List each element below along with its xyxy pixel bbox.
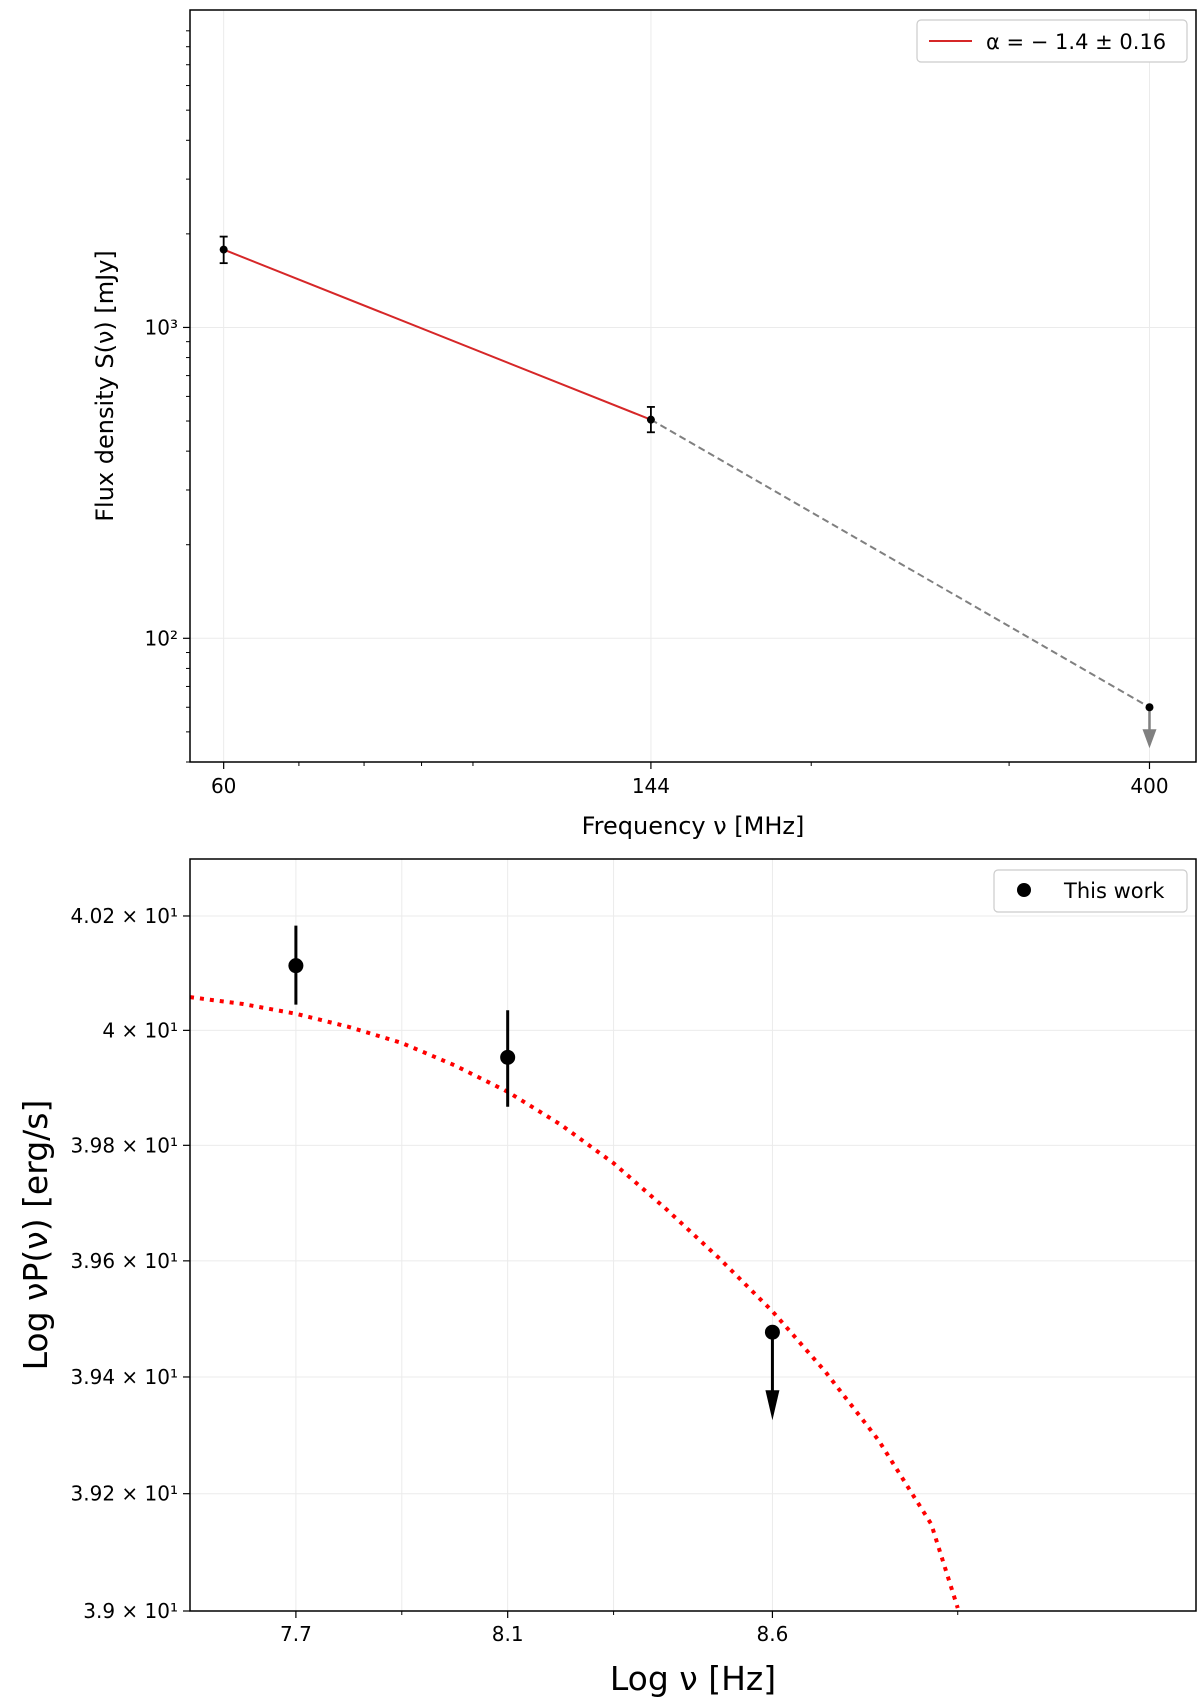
x-axis-label: Frequency ν [MHz] [582, 812, 805, 840]
fit-line [223, 248, 652, 421]
major-ticks [183, 326, 1151, 769]
y-tick-label: 4.02 × 10¹ [71, 904, 178, 928]
y-tick-label: 3.92 × 10¹ [71, 1482, 178, 1506]
y-axis-label: Flux density S(ν) [mJy] [91, 250, 119, 522]
grid-lines [190, 10, 1196, 762]
data-point [764, 1324, 780, 1340]
data-point [1145, 703, 1154, 712]
y-tick-label: 3.94 × 10¹ [71, 1365, 178, 1389]
upper-limit-arrow-icon [765, 1390, 780, 1421]
x-tick-label: 8.6 [757, 1622, 789, 1646]
y-axis-label: Log νP(ν) [erg/s] [16, 1100, 55, 1371]
legend: α = − 1.4 ± 0.16 [916, 19, 1188, 63]
x-tick-label: 144 [632, 774, 670, 798]
upper-limit-arrow-icon [1142, 729, 1157, 749]
x-tick-label: 8.1 [492, 1622, 524, 1646]
legend-box [993, 869, 1188, 913]
legend-box [916, 19, 1188, 63]
data-point [288, 958, 304, 974]
x-tick-label: 400 [1130, 774, 1168, 798]
legend-label: This work [1063, 879, 1165, 903]
data-marks [189, 925, 960, 1609]
y-tick-label: 3.96 × 10¹ [71, 1249, 178, 1273]
flux-density-chart: 60 144 400 10² 10³ Frequency ν [MHz] Flu… [91, 9, 1197, 840]
model-curve [189, 995, 960, 1609]
luminosity-chart: 7.7 8.1 8.6 3.9 × 10¹ 3.92 × 10¹ 3.94 × … [16, 858, 1197, 1698]
legend-marker-swatch [1017, 883, 1031, 897]
x-axis-label: Log ν [Hz] [610, 1659, 776, 1698]
plot-frame [189, 858, 1197, 1612]
legend-label: α = − 1.4 ± 0.16 [986, 30, 1166, 54]
legend: This work [993, 869, 1188, 913]
x-tick-label: 7.7 [280, 1622, 312, 1646]
y-tick-label: 4 × 10¹ [102, 1018, 178, 1042]
y-tick-label: 10² [145, 626, 178, 650]
data-marks [219, 235, 1157, 749]
y-tick-label: 3.9 × 10¹ [83, 1599, 178, 1623]
extrapolation-line [650, 418, 1150, 709]
data-point [646, 415, 655, 424]
y-tick-label: 3.98 × 10¹ [71, 1133, 178, 1157]
plot-frame [189, 9, 1197, 763]
data-point [500, 1049, 516, 1065]
data-point [219, 245, 228, 254]
x-tick-label: 60 [211, 774, 236, 798]
y-tick-label: 10³ [145, 315, 178, 339]
